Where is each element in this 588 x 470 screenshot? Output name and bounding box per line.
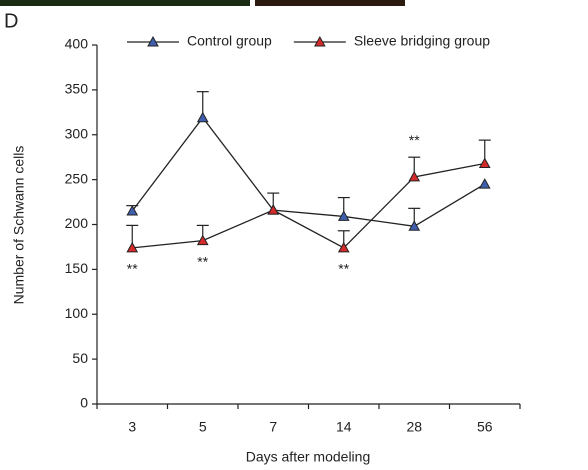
y-tick-label: 250: [65, 170, 89, 186]
y-tick-label: 0: [80, 395, 88, 411]
annotation: **: [338, 261, 349, 277]
y-tick-label: 150: [65, 260, 89, 276]
x-tick-label: 14: [336, 419, 352, 435]
x-tick-label: 3: [128, 419, 136, 435]
image-strip: [0, 0, 250, 6]
x-tick-label: 56: [477, 419, 493, 435]
marker: [480, 158, 490, 167]
y-axis-label: Number of Schwann cells: [11, 146, 27, 305]
y-tick-label: 100: [65, 305, 89, 321]
marker: [198, 113, 208, 122]
y-tick-label: 50: [72, 350, 88, 366]
series-line: [132, 118, 485, 227]
y-tick-label: 350: [65, 81, 89, 97]
y-tick-label: 400: [65, 36, 89, 52]
y-tick-label: 300: [65, 125, 89, 141]
x-tick-label: 7: [269, 419, 277, 435]
marker: [480, 179, 490, 188]
x-tick-label: 5: [199, 419, 207, 435]
x-axis-label: Days after modeling: [246, 449, 371, 465]
image-strip: [255, 0, 405, 6]
chart: D Number of Schwann cells Days after mod…: [0, 0, 588, 470]
annotation: **: [197, 253, 208, 269]
y-tick-label: 200: [65, 215, 89, 231]
annotation: **: [127, 261, 138, 277]
legend-label: Control group: [187, 33, 272, 49]
panel-label: D: [4, 10, 18, 32]
marker: [198, 236, 208, 245]
legend-label: Sleeve bridging group: [354, 33, 490, 49]
annotation: **: [409, 132, 420, 148]
series-line: [132, 163, 485, 247]
x-tick-label: 28: [406, 419, 422, 435]
